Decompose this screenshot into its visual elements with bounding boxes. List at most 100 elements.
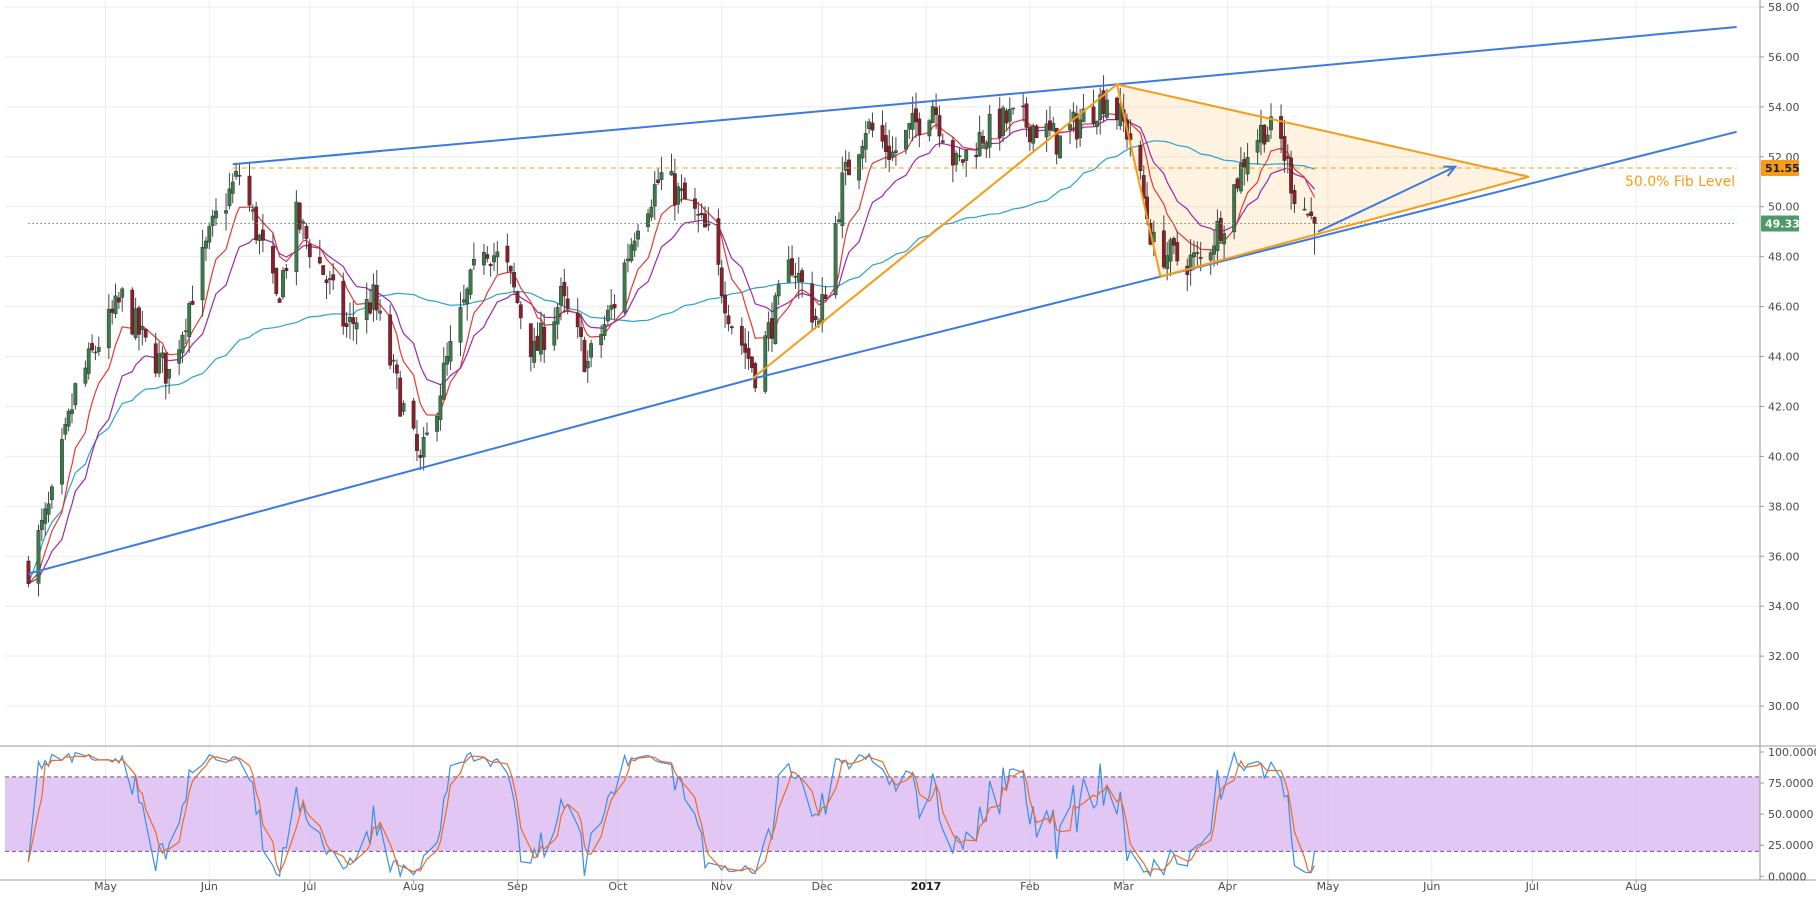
x-tick-label: Jun	[200, 880, 218, 893]
candle-body	[904, 129, 908, 150]
candle-body	[1165, 255, 1170, 269]
candle-body	[445, 356, 449, 365]
candle-body	[508, 266, 513, 272]
candle-body	[43, 508, 48, 524]
candle-body	[960, 159, 965, 163]
candle-body	[793, 276, 798, 278]
candle-body	[679, 188, 684, 191]
candle-body	[485, 254, 490, 259]
candle-body	[770, 318, 774, 339]
candle-body	[1269, 116, 1273, 131]
candle-body	[659, 172, 664, 180]
pennant-bottom-line	[1160, 175, 1530, 278]
x-tick-label: Jul	[1525, 880, 1539, 893]
candle-body	[696, 213, 701, 216]
y-tick-label: 34.00	[1768, 600, 1800, 613]
candle-body	[190, 300, 195, 305]
candle-body	[914, 108, 918, 123]
candle-body	[116, 297, 121, 303]
candle-body	[421, 437, 426, 458]
candle-body	[66, 410, 71, 427]
candle-body	[388, 314, 393, 366]
candle-body	[870, 122, 875, 131]
candle-body	[458, 307, 463, 343]
candle-body	[482, 252, 486, 266]
current-price-tag	[1761, 215, 1799, 232]
candle-body	[693, 198, 697, 209]
candle-body	[120, 288, 125, 298]
candle-body	[214, 210, 218, 219]
candle-body	[301, 221, 305, 224]
candle-body	[1212, 245, 1216, 255]
candle-body	[676, 186, 681, 205]
candle-body	[746, 348, 751, 359]
candle-body	[1198, 257, 1203, 259]
osc-y-tick-label: 50.0000	[1768, 808, 1814, 821]
candle-body	[160, 352, 165, 358]
candle-body	[800, 270, 805, 283]
candle-body	[652, 184, 657, 207]
candle-body	[890, 151, 895, 159]
x-tick-label: Apr	[1218, 880, 1238, 893]
candle-body	[364, 299, 369, 321]
candle-body	[90, 343, 94, 351]
candle-body	[344, 323, 349, 327]
candle-body	[488, 263, 493, 266]
candle-body	[964, 150, 969, 161]
candle-body	[867, 121, 872, 129]
candle-body	[137, 307, 141, 335]
candle-body	[411, 400, 416, 429]
candle-body	[354, 322, 359, 330]
candle-body	[599, 334, 604, 346]
y-tick-label: 54.00	[1768, 101, 1800, 114]
candle-body	[1255, 140, 1260, 153]
candle-body	[391, 359, 396, 362]
y-tick-label: 36.00	[1768, 550, 1800, 563]
candle-body	[1309, 211, 1314, 217]
candle-body	[857, 154, 861, 181]
osc-y-tick-label: 25.0000	[1768, 839, 1814, 852]
candle-body	[699, 212, 704, 215]
candle-body	[284, 268, 289, 272]
candle-body	[163, 352, 168, 384]
candle-body	[1031, 126, 1036, 144]
candle-body	[394, 364, 399, 374]
orange-support-line	[751, 83, 1118, 380]
candle-body	[1265, 134, 1270, 142]
candle-body	[843, 161, 848, 171]
candle-body	[1024, 103, 1029, 128]
candle-body	[974, 155, 979, 158]
drawings: 50.0% Fib Level	[28, 26, 1737, 575]
candle-body	[461, 299, 466, 303]
channel-lower-line	[28, 130, 1737, 575]
candle-body	[271, 246, 275, 274]
candle-body	[1001, 107, 1005, 136]
candle-body	[1242, 159, 1247, 169]
candle-body	[629, 244, 634, 262]
candle-body	[1011, 107, 1016, 110]
candle-body	[237, 175, 242, 177]
candle-body	[250, 209, 255, 212]
x-tick-label: Feb	[1020, 880, 1039, 893]
candle-body	[448, 341, 453, 362]
candle-body	[773, 295, 778, 345]
candle-body	[106, 308, 111, 349]
candle-body	[863, 133, 868, 150]
candle-body	[726, 315, 731, 325]
candle-body	[157, 353, 161, 374]
candle-body	[860, 145, 865, 159]
candle-body	[274, 267, 279, 294]
candle-body	[723, 294, 727, 314]
y-tick-label: 38.00	[1768, 500, 1800, 513]
candle-body	[1004, 110, 1009, 124]
candle-body	[60, 439, 64, 485]
candle-body	[371, 284, 376, 310]
oscillator-d-line	[27, 753, 1316, 874]
candle-body	[210, 215, 215, 227]
candle-body	[649, 206, 654, 218]
candle-body	[636, 230, 640, 240]
candle-body	[763, 335, 768, 392]
candle-body	[1232, 184, 1237, 233]
